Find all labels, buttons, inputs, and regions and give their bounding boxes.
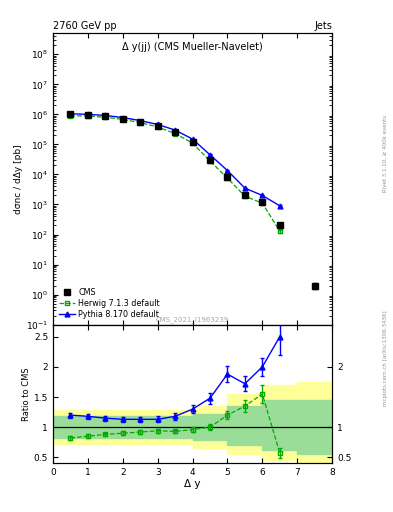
Text: 2760 GeV pp: 2760 GeV pp bbox=[53, 20, 117, 31]
X-axis label: Δ y: Δ y bbox=[184, 479, 201, 488]
Text: Jets: Jets bbox=[314, 20, 332, 31]
Text: mcplots.cern.ch [arXiv:1306.3436]: mcplots.cern.ch [arXiv:1306.3436] bbox=[383, 311, 387, 406]
Y-axis label: Ratio to CMS: Ratio to CMS bbox=[22, 367, 31, 421]
Y-axis label: dσnc / dΔy [pb]: dσnc / dΔy [pb] bbox=[14, 144, 23, 214]
Text: Rivet 3.1.10, ≥ 400k events: Rivet 3.1.10, ≥ 400k events bbox=[383, 115, 387, 192]
Text: Δ y(јј) (CMS Mueller-Navelet): Δ y(јј) (CMS Mueller-Navelet) bbox=[122, 42, 263, 52]
Text: CMS_2021_I1963239: CMS_2021_I1963239 bbox=[156, 316, 229, 323]
Legend: CMS, Herwig 7.1.3 default, Pythia 8.170 default: CMS, Herwig 7.1.3 default, Pythia 8.170 … bbox=[56, 286, 162, 322]
